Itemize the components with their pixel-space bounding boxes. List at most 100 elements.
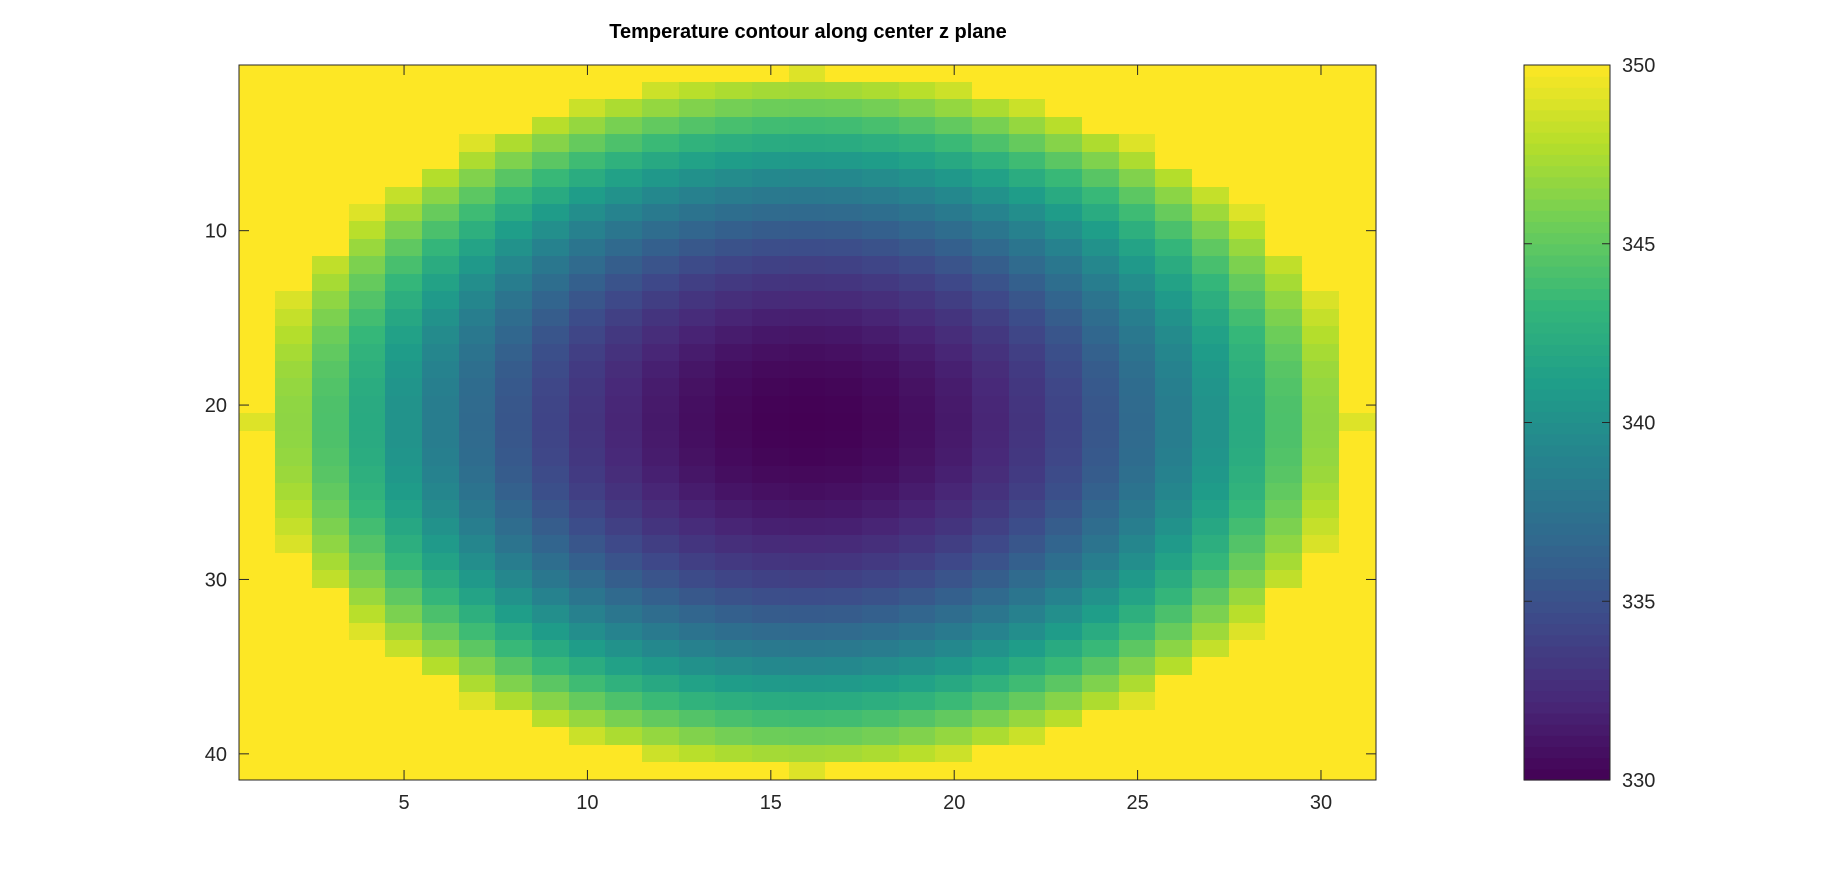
heatmap-cell [239,65,277,84]
heatmap-cell [239,361,277,380]
colorbar-segment [1524,165,1610,178]
heatmap-cell [422,152,461,171]
heatmap-cell [715,692,754,712]
heatmap-cell [1155,413,1194,433]
colorbar-segment [1524,456,1610,468]
heatmap-cell [605,640,644,659]
heatmap-cell [569,553,607,572]
heatmap-cell [422,99,461,119]
heatmap-cell [972,396,1011,415]
heatmap-cell [239,117,277,136]
heatmap-cell [1155,605,1194,625]
heatmap-cell [1119,623,1157,642]
heatmap-cell [972,221,1011,241]
heatmap-cell [642,221,681,241]
heatmap-cell [679,657,717,677]
heatmap-cell [239,187,277,206]
heatmap-cell [789,117,827,136]
heatmap-cell [495,99,534,119]
heatmap-cell [605,187,644,206]
heatmap-cell [459,256,497,276]
heatmap-cell [935,535,974,555]
heatmap-cell [825,117,864,136]
heatmap-cell [1082,256,1121,276]
heatmap-cell [642,187,681,206]
heatmap-cell [1192,291,1231,311]
heatmap-cell [422,448,461,468]
heatmap-cell [1045,710,1084,729]
heatmap-cell [715,518,754,537]
colorbar-segment [1524,578,1610,591]
heatmap-cell [422,623,461,642]
heatmap-cell [935,204,974,223]
heatmap-cell [1302,692,1341,712]
colorbar-segment [1524,288,1610,301]
heatmap-cell [715,309,754,328]
heatmap-cell [1082,431,1121,450]
heatmap-cell [275,239,314,258]
heatmap-cell [752,623,791,642]
heatmap-cell [862,448,901,468]
heatmap-cell [275,675,314,694]
heatmap-cell [1119,204,1157,223]
heatmap-cell [349,169,387,189]
heatmap-cell [825,204,864,223]
heatmap-cell [1265,169,1304,189]
heatmap-cell [1302,413,1341,433]
heatmap-cell [715,256,754,276]
heatmap-cell [752,344,791,363]
heatmap-cell [459,623,497,642]
heatmap-cell [715,413,754,433]
heatmap-cell [1045,623,1084,642]
heatmap-cell [789,326,827,346]
heatmap-cell [1045,117,1084,136]
heatmap-cell [495,134,534,154]
heatmap-cell [1009,605,1047,625]
heatmap-cell [1082,326,1121,346]
heatmap-cell [972,413,1011,433]
heatmap-cell [1009,309,1047,328]
heatmap-cell [825,640,864,659]
heatmap-cell [679,187,717,206]
heatmap-cell [532,413,571,433]
heatmap-cell [239,605,277,625]
heatmap-cell [642,152,681,171]
heatmap-cell [935,623,974,642]
heatmap-cell [1155,762,1194,781]
heatmap-cell [349,291,387,311]
heatmap-cell [422,134,461,154]
heatmap-cell [1229,239,1267,258]
x-tick-label: 5 [398,792,409,814]
heatmap-cell [459,309,497,328]
heatmap-cell [1045,309,1084,328]
heatmap-cell [1082,605,1121,625]
colorbar-segment [1524,511,1610,524]
heatmap-cell [972,553,1011,572]
heatmap-cell [422,588,461,607]
heatmap-cell [1119,82,1157,101]
heatmap-cell [349,466,387,485]
heatmap-cell [495,675,534,694]
heatmap-cell [239,535,277,555]
heatmap-cell [899,239,937,258]
heatmap-cell [752,518,791,537]
heatmap-cell [1155,588,1194,607]
heatmap-cell [899,65,937,84]
heatmap-cell [752,396,791,415]
heatmap-cell [349,152,387,171]
heatmap-cell [1229,657,1267,677]
heatmap-cell [715,448,754,468]
heatmap-cell [752,134,791,154]
heatmap-cell [1045,553,1084,572]
heatmap-cell [752,570,791,590]
heatmap-cell [1119,378,1157,398]
heatmap-cell [1265,483,1304,502]
heatmap-cell [789,675,827,694]
heatmap-cell [1192,256,1231,276]
heatmap-cell [1009,152,1047,171]
heatmap-cell [1265,675,1304,694]
heatmap-cell [972,483,1011,502]
heatmap-cell [1082,239,1121,258]
heatmap-cell [1339,291,1377,311]
heatmap-cell [1155,448,1194,468]
